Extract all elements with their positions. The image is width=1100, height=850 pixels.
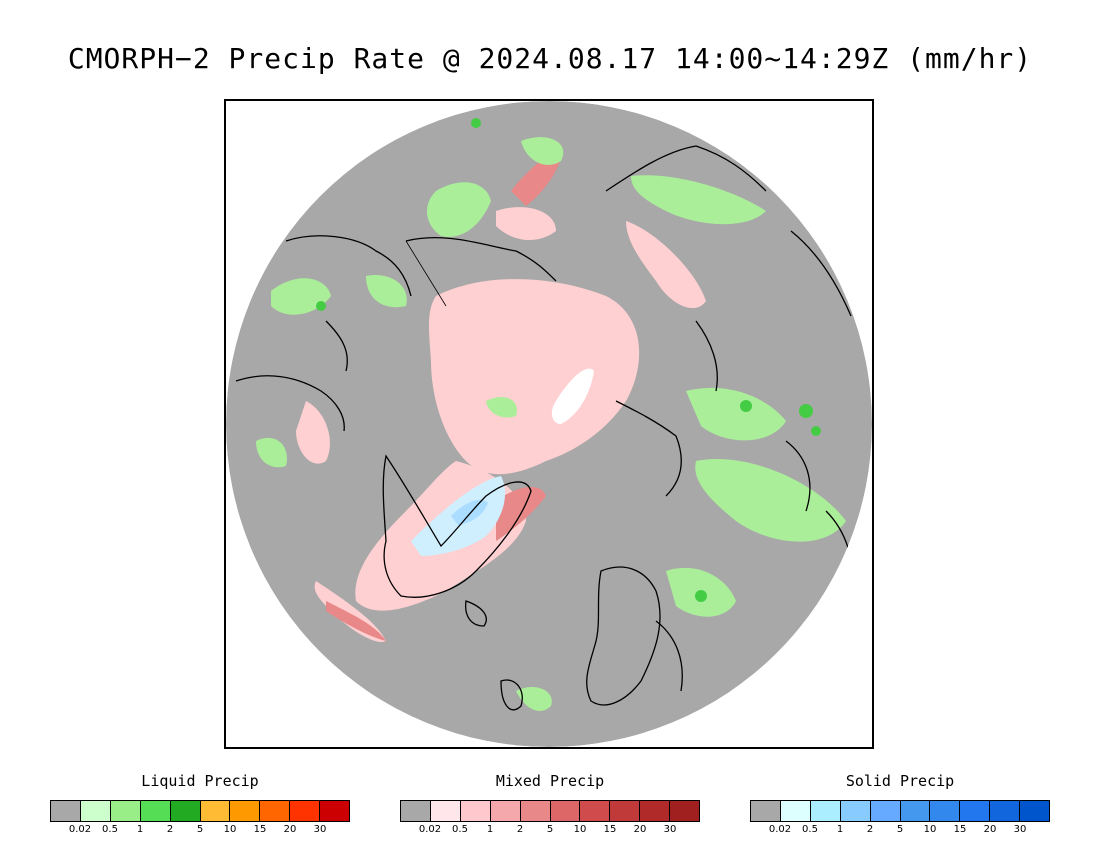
tick-labels: 0.02 0.5 1 2 5 10 15 20 30 xyxy=(400,824,700,838)
polar-map xyxy=(224,99,874,749)
tick-label: 10 xyxy=(223,824,237,835)
color-swatch xyxy=(780,801,811,821)
solid-precip-greenland-core xyxy=(451,499,488,525)
tick-label: 15 xyxy=(603,824,617,835)
color-swatch xyxy=(140,801,171,821)
legend-title: Solid Precip xyxy=(845,772,955,790)
color-swatch xyxy=(170,801,201,821)
tick-labels: 0.02 0.5 1 2 5 10 15 20 30 xyxy=(50,824,350,838)
legend-liquid: Liquid Precip 0.02 0.5 1 2 5 10 15 20 30 xyxy=(50,772,350,838)
tick-label: 0.02 xyxy=(418,824,442,835)
color-swatch xyxy=(401,801,431,821)
legend-title: Mixed Precip xyxy=(495,772,605,790)
color-swatch xyxy=(810,801,841,821)
color-swatch xyxy=(320,801,350,821)
tick-label: 30 xyxy=(313,824,327,835)
tick-label: 0.5 xyxy=(452,824,468,835)
tick-labels: 0.02 0.5 1 2 5 10 15 20 30 xyxy=(750,824,1050,838)
legend-title: Liquid Precip xyxy=(141,772,259,790)
color-bar xyxy=(400,800,700,822)
color-swatch xyxy=(990,801,1021,821)
precip-map-svg xyxy=(226,101,872,747)
color-swatch xyxy=(930,801,961,821)
tick-label: 10 xyxy=(923,824,937,835)
color-swatch xyxy=(580,801,611,821)
color-swatch xyxy=(290,801,321,821)
tick-label: 5 xyxy=(196,824,204,835)
tick-label: 0.02 xyxy=(68,824,92,835)
color-swatch xyxy=(490,801,521,821)
tick-label: 10 xyxy=(573,824,587,835)
tick-label: 20 xyxy=(983,824,997,835)
tick-label: 1 xyxy=(836,824,844,835)
color-swatch xyxy=(430,801,461,821)
color-swatch xyxy=(610,801,641,821)
tick-label: 5 xyxy=(896,824,904,835)
coastlines xyxy=(235,145,853,711)
color-swatch xyxy=(640,801,671,821)
color-swatch xyxy=(960,801,991,821)
tick-label: 15 xyxy=(953,824,967,835)
color-bar xyxy=(50,800,350,822)
color-swatch xyxy=(460,801,491,821)
tick-label: 0.02 xyxy=(768,824,792,835)
tick-label: 30 xyxy=(1013,824,1027,835)
color-swatch xyxy=(230,801,261,821)
color-swatch xyxy=(110,801,141,821)
borders xyxy=(405,240,447,307)
tick-label: 30 xyxy=(663,824,677,835)
tick-label: 15 xyxy=(253,824,267,835)
color-swatch xyxy=(51,801,81,821)
tick-label: 2 xyxy=(166,824,174,835)
liquid-precip-areas xyxy=(256,137,846,711)
tick-label: 0.5 xyxy=(802,824,818,835)
tick-label: 20 xyxy=(633,824,647,835)
color-swatch xyxy=(200,801,231,821)
tick-label: 0.5 xyxy=(102,824,118,835)
color-swatch xyxy=(80,801,111,821)
color-swatch xyxy=(520,801,551,821)
color-swatch xyxy=(840,801,871,821)
tick-label: 1 xyxy=(136,824,144,835)
color-swatch xyxy=(1020,801,1050,821)
legend-mixed: Mixed Precip 0.02 0.5 1 2 5 10 15 20 30 xyxy=(400,772,700,838)
tick-label: 2 xyxy=(866,824,874,835)
color-swatch xyxy=(900,801,931,821)
color-swatch xyxy=(870,801,901,821)
tick-label: 1 xyxy=(486,824,494,835)
color-bar xyxy=(750,800,1050,822)
color-swatch xyxy=(260,801,291,821)
legend-solid: Solid Precip 0.02 0.5 1 2 5 10 15 20 30 xyxy=(750,772,1050,838)
tick-label: 20 xyxy=(283,824,297,835)
color-swatch xyxy=(670,801,700,821)
color-swatch xyxy=(751,801,781,821)
liquid-precip-heavy xyxy=(316,118,821,602)
map-title: CMORPH−2 Precip Rate @ 2024.08.17 14:00~… xyxy=(67,42,1033,75)
color-swatch xyxy=(550,801,581,821)
tick-label: 2 xyxy=(516,824,524,835)
snow-white-core xyxy=(551,368,594,424)
tick-label: 5 xyxy=(546,824,554,835)
